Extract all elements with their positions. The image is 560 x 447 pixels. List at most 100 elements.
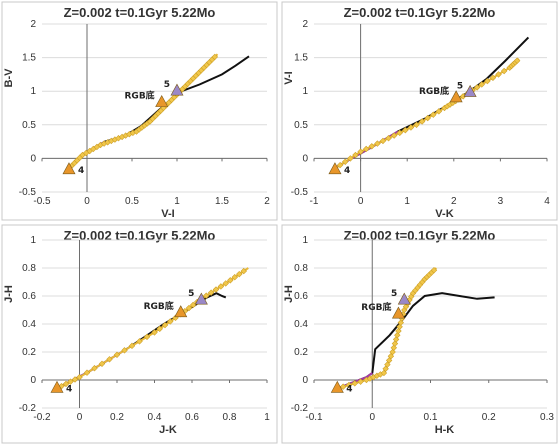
x-tick-label: 0.5: [125, 196, 139, 207]
marker-triangle: [449, 90, 463, 103]
y-tick-label: 0: [302, 153, 308, 164]
point-label: RGB底: [144, 300, 174, 312]
marker-triangle: [174, 305, 188, 318]
chart-panel-4: Z=0.002 t=0.1Gyr 5.22Mo -0.2 0 0.2 0.4 0.6 0.8…: [281, 224, 558, 444]
x-tick-label: 0.2: [110, 412, 124, 423]
y-tick-label: 0.8: [22, 263, 36, 274]
series-point: [435, 108, 443, 115]
chart-title: Z=0.002 t=0.1Gyr 5.22Mo: [64, 5, 216, 20]
y-tick-label: 1.5: [294, 53, 308, 64]
y-tick-label: 1.5: [22, 53, 36, 64]
x-axis-label: V-I: [161, 208, 174, 220]
x-axis-label: H-K: [435, 424, 455, 436]
point-label: 4: [346, 384, 352, 394]
y-tick-label: 0: [302, 375, 308, 386]
series-point: [62, 380, 70, 388]
series-point: [430, 267, 438, 274]
series-point: [513, 57, 521, 64]
series-point: [484, 77, 491, 85]
series-point: [342, 158, 349, 165]
chart-panel-1: Z=0.002 t=0.1Gyr 5.22Mo -0.5 0 0.5 1 1.5 2 -0.5…: [1, 1, 278, 221]
marker-triangle: [397, 292, 411, 305]
series-point: [83, 369, 91, 376]
y-tick-label: 2: [30, 19, 36, 30]
y-tick-label: 0.6: [22, 291, 36, 302]
series-point: [156, 325, 163, 332]
series-point: [473, 84, 481, 91]
series-point: [495, 71, 502, 78]
x-tick-label: 0.3: [540, 412, 554, 423]
x-axis-label: V-K: [435, 208, 453, 220]
series-point: [207, 289, 215, 296]
marker-triangle: [194, 292, 208, 305]
series-point: [430, 111, 437, 118]
x-tick-label: 3: [498, 196, 504, 207]
x-tick-label: 0: [77, 412, 83, 423]
x-tick-label: 2: [264, 196, 270, 207]
y-tick-label: -0.5: [19, 187, 37, 198]
series-point: [459, 93, 467, 100]
series-point: [161, 321, 169, 329]
series-point: [185, 304, 193, 312]
x-tick-label: 0.2: [482, 412, 496, 423]
y-tick-label: 0.8: [294, 263, 308, 274]
series-point: [121, 347, 128, 354]
y-axis-label: J-H: [3, 285, 15, 303]
x-axis-label: J-K: [159, 424, 177, 436]
series-point: [128, 342, 136, 350]
marker-triangle: [170, 83, 184, 96]
chart-title: Z=0.002 t=0.1Gyr 5.22Mo: [344, 5, 496, 20]
x-tick-label: -0.2: [33, 412, 51, 423]
y-tick-label: 1: [302, 235, 308, 246]
series-point: [418, 118, 426, 125]
series-point: [91, 365, 98, 372]
series-point: [222, 280, 229, 287]
series-point: [143, 333, 151, 341]
chart-title: Z=0.002 t=0.1Gyr 5.22Mo: [344, 228, 496, 243]
series-point: [211, 53, 218, 61]
y-axis-label: J-H: [283, 285, 295, 303]
x-tick-label: 0: [369, 412, 375, 423]
point-label: RGB底: [361, 301, 391, 313]
y-tick-label: 0: [30, 375, 36, 386]
point-label: 4: [344, 166, 350, 176]
series-point: [478, 81, 485, 88]
marker-triangle: [328, 162, 342, 175]
series-point: [212, 286, 220, 293]
series-point: [368, 143, 375, 150]
series-point: [76, 374, 83, 381]
series-point: [345, 381, 353, 389]
series-point: [217, 283, 225, 290]
series-point: [407, 124, 415, 131]
marker-triangle: [50, 380, 64, 393]
y-tick-label: 0.5: [294, 120, 308, 131]
series-point: [374, 140, 381, 147]
series-point: [113, 351, 121, 358]
marker-triangle: [463, 84, 477, 97]
x-tick-label: -1: [310, 196, 319, 207]
series-point: [347, 155, 354, 162]
series-point: [402, 126, 409, 134]
series-point: [231, 274, 238, 281]
series-point: [71, 376, 79, 383]
x-tick-label: 2: [451, 196, 457, 207]
y-tick-label: 0.4: [294, 319, 308, 330]
x-tick-label: 1.5: [215, 196, 229, 207]
y-axis-label: B-V: [3, 68, 15, 88]
x-tick-label: 4: [544, 196, 550, 207]
series-point: [379, 137, 387, 145]
series-point: [339, 383, 347, 390]
series-point: [424, 114, 431, 122]
point-label: RGB底: [419, 85, 449, 97]
x-tick-label: 0.4: [148, 412, 162, 423]
marker-triangle: [62, 162, 76, 175]
x-tick-label: -0.5: [33, 196, 51, 207]
y-tick-label: -0.2: [291, 403, 309, 414]
x-tick-label: 1: [174, 196, 180, 207]
series-point: [167, 318, 174, 325]
series-point: [106, 356, 113, 363]
series-point: [227, 277, 234, 284]
point-label: 4: [66, 384, 72, 394]
y-tick-label: -0.5: [291, 187, 309, 198]
